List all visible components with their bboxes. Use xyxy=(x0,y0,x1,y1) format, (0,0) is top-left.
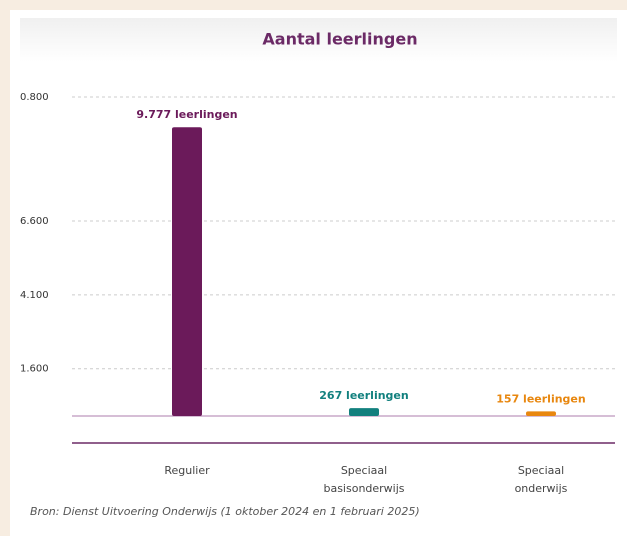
bar xyxy=(349,408,379,416)
x-tick-label: Regulier xyxy=(164,464,210,477)
title-bar xyxy=(20,18,617,62)
y-tick-label: 4.100 xyxy=(20,290,49,301)
y-tick-label: 6.600 xyxy=(20,216,49,227)
chart-title: Aantal leerlingen xyxy=(262,30,417,49)
card xyxy=(10,10,627,536)
value-label: 157 leerlingen xyxy=(496,392,585,405)
x-tick-label: Speciaal basisonderwijs xyxy=(323,464,405,495)
x-tick-label: Speciaal onderwijs xyxy=(514,464,568,495)
bar xyxy=(526,411,556,416)
value-label: 267 leerlingen xyxy=(319,389,408,402)
y-tick-label: 0.800 xyxy=(20,92,49,103)
value-label: 9.777 leerlingen xyxy=(136,108,237,121)
source: Bron: Dienst Uitvoering Onderwijs (1 okt… xyxy=(30,505,420,518)
y-tick-label: 1.600 xyxy=(20,364,49,375)
bar xyxy=(172,127,202,416)
